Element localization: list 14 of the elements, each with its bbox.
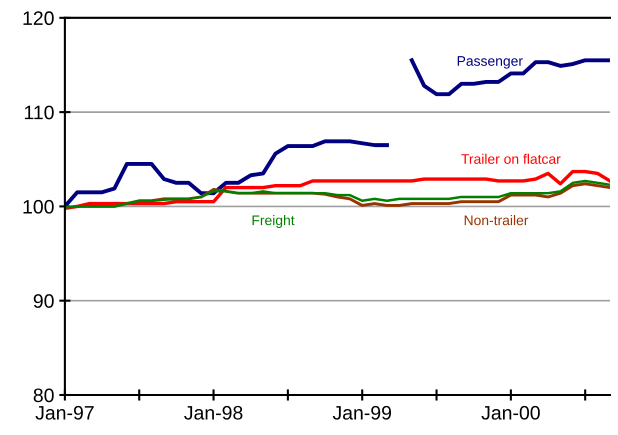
x-tick-label: Jan-00 <box>481 406 540 420</box>
y-tick-label: 90 <box>34 294 54 308</box>
series-label: Non-trailer <box>464 215 528 226</box>
series-label: Trailer on flatcar <box>461 154 561 164</box>
y-tick-label: 120 <box>24 11 54 26</box>
y-tick-label: 110 <box>24 106 54 120</box>
y-tick-label: 100 <box>24 200 54 214</box>
x-tick-label: Jan-97 <box>35 406 94 420</box>
line-series <box>64 170 610 210</box>
series-label: Passenger <box>458 56 523 69</box>
series-label: Freight <box>252 215 295 228</box>
y-tick-label: 80 <box>34 388 54 402</box>
x-tick-label: Jan-98 <box>184 406 242 420</box>
x-tick-label: Jan-99 <box>332 406 392 420</box>
